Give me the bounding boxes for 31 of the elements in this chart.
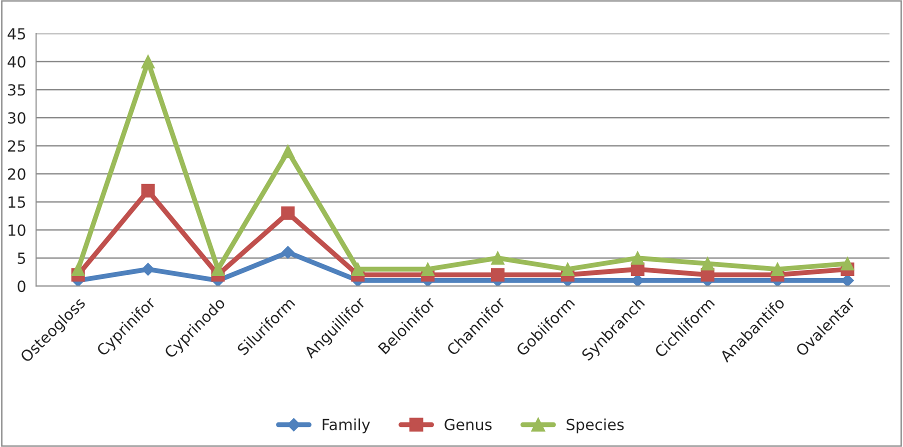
point [281,144,295,158]
point [631,274,644,286]
y-tick-label: 25 [8,140,26,152]
point [142,262,154,276]
y-tick-label: 5 [18,252,26,264]
point [351,262,365,276]
legend-label: Family [322,418,370,434]
legend-label: Genus [444,418,492,430]
point [141,54,155,68]
point [421,262,435,276]
y-tick-label: 30 [8,112,26,124]
point [630,251,644,265]
point [141,184,155,198]
point [560,262,574,276]
y-tick-label: 10 [8,224,26,236]
y-tick-label: 15 [8,196,26,208]
point [282,246,294,259]
point [840,256,854,270]
point [700,256,714,270]
point [490,268,505,282]
y-tick-label: 35 [8,84,26,96]
legend-label: Species [566,418,624,434]
y-tick-label: 0 [18,280,26,292]
y-tick-label: 45 [8,28,26,40]
y-tick-label: 20 [8,168,26,180]
point [770,262,784,276]
point [490,251,505,265]
y-tick-label: 40 [8,56,26,68]
point [71,262,85,276]
point [211,262,225,276]
point [281,206,295,220]
